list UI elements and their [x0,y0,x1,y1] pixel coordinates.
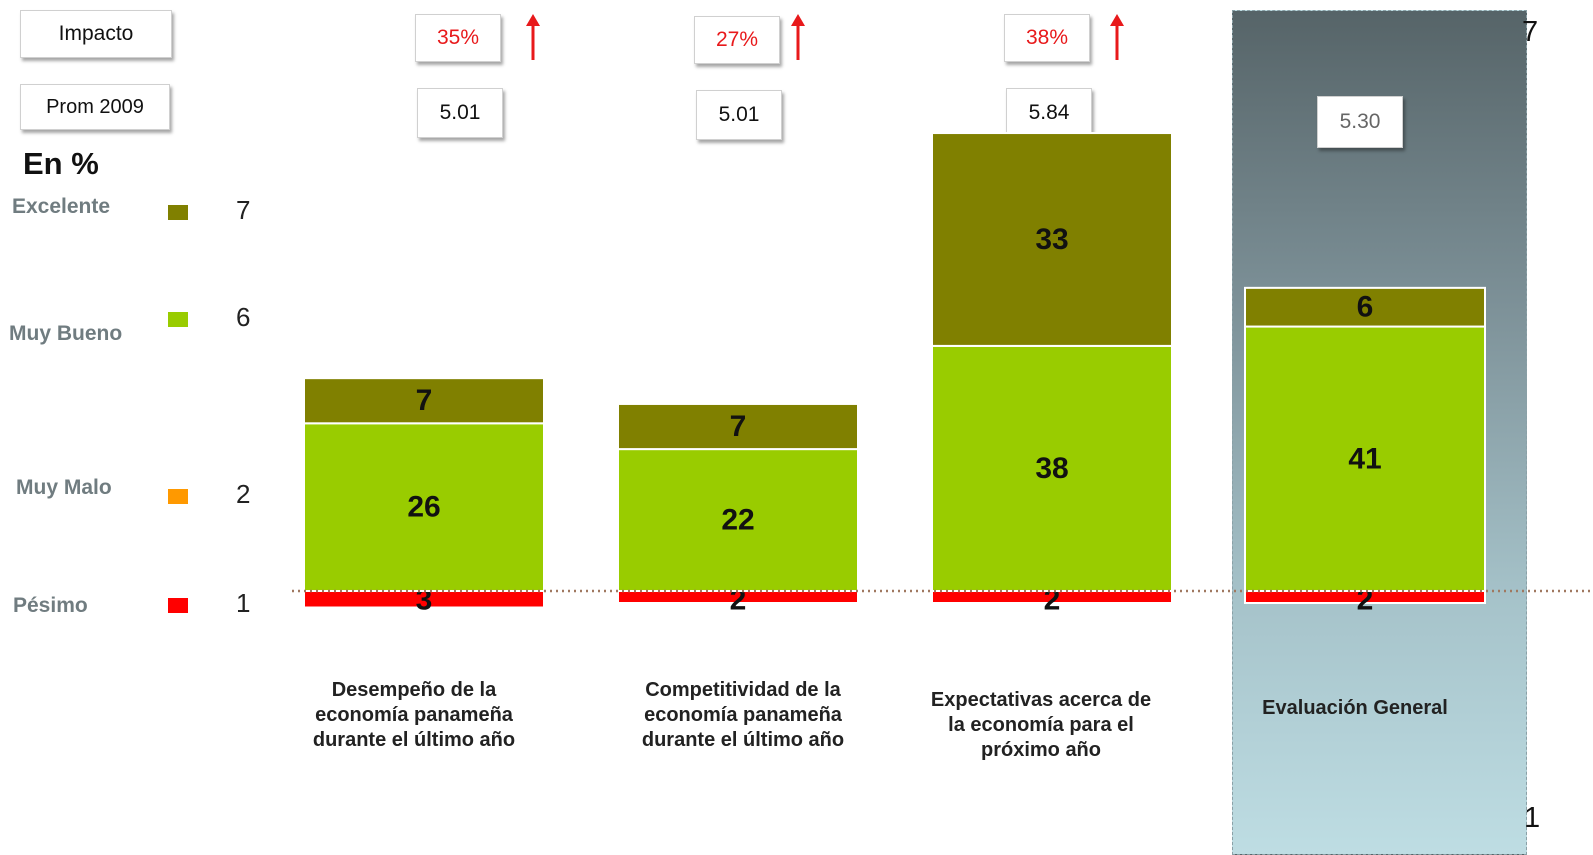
bar-muy-bueno-3 [931,344,1173,592]
data-label-excelente-1: 7 [416,384,433,417]
legend-label-pesimo: Pésimo [13,594,88,617]
unit-label: En % [23,146,99,181]
prom-value-1: 5.01 [417,88,503,138]
impact-header-tag: Impacto [20,10,172,58]
scale-bottom-label: 1 [1524,802,1541,834]
legend-swatch-muy-bueno [168,312,188,327]
legend-value-pesimo: 1 [236,588,251,618]
impact-value-1: 35% [415,14,501,62]
legend-swatch-pesimo [168,598,188,613]
prom-value-2: 5.01 [696,90,782,140]
prom-2009-header-tag: Prom 2009 [20,84,170,130]
bar-muy-bueno-1 [303,422,545,592]
up-arrow-icon [1110,14,1124,60]
legend-label-excelente: Excelente [12,195,111,218]
data-label-excelente-3: 33 [1035,223,1068,256]
bar-muy-bueno-2 [617,448,859,592]
scale-top-label: 7 [1522,16,1539,48]
legend-swatch-excelente [168,205,188,220]
data-label-muy-bueno-1: 26 [407,491,440,524]
bar-excelente-1 [303,377,545,425]
legend-value-muy-malo: 2 [236,479,251,509]
prom-value-4: 5.30 [1317,96,1403,148]
bar-excelente-2 [617,402,859,451]
data-label-excelente-2: 7 [730,410,747,443]
legend-value-muy-bueno: 6 [236,302,251,332]
category-label-1: Desempeño de la economía panameña durant… [312,679,516,751]
data-label-excelente-4: 6 [1357,291,1374,324]
impact-value-3: 38% [1004,14,1090,62]
category-label-2: Competitividad de la economía panameña d… [641,679,845,751]
data-label-muy-bueno-2: 22 [721,504,754,537]
bar-excelente-4 [1244,286,1486,328]
legend-swatch-muy-malo [168,489,188,504]
impact-value-2: 27% [694,16,780,64]
prom-value-3: 5.84 [1006,88,1092,138]
up-arrow-icon [526,14,540,60]
data-label-muy-bueno-3: 38 [1035,452,1068,485]
bar-muy-bueno-4 [1244,325,1486,592]
up-arrow-icon [791,14,805,60]
bar-excelente-3 [931,132,1173,347]
legend-value-excelente: 7 [236,195,251,225]
legend-label-muy-bueno: Muy Bueno [9,322,123,345]
category-label-3: Expectativas acerca de la economía para … [930,689,1152,761]
data-label-muy-bueno-4: 41 [1348,442,1381,475]
category-label-4: Evaluación General [1262,697,1448,719]
legend-label-muy-malo: Muy Malo [16,476,112,499]
